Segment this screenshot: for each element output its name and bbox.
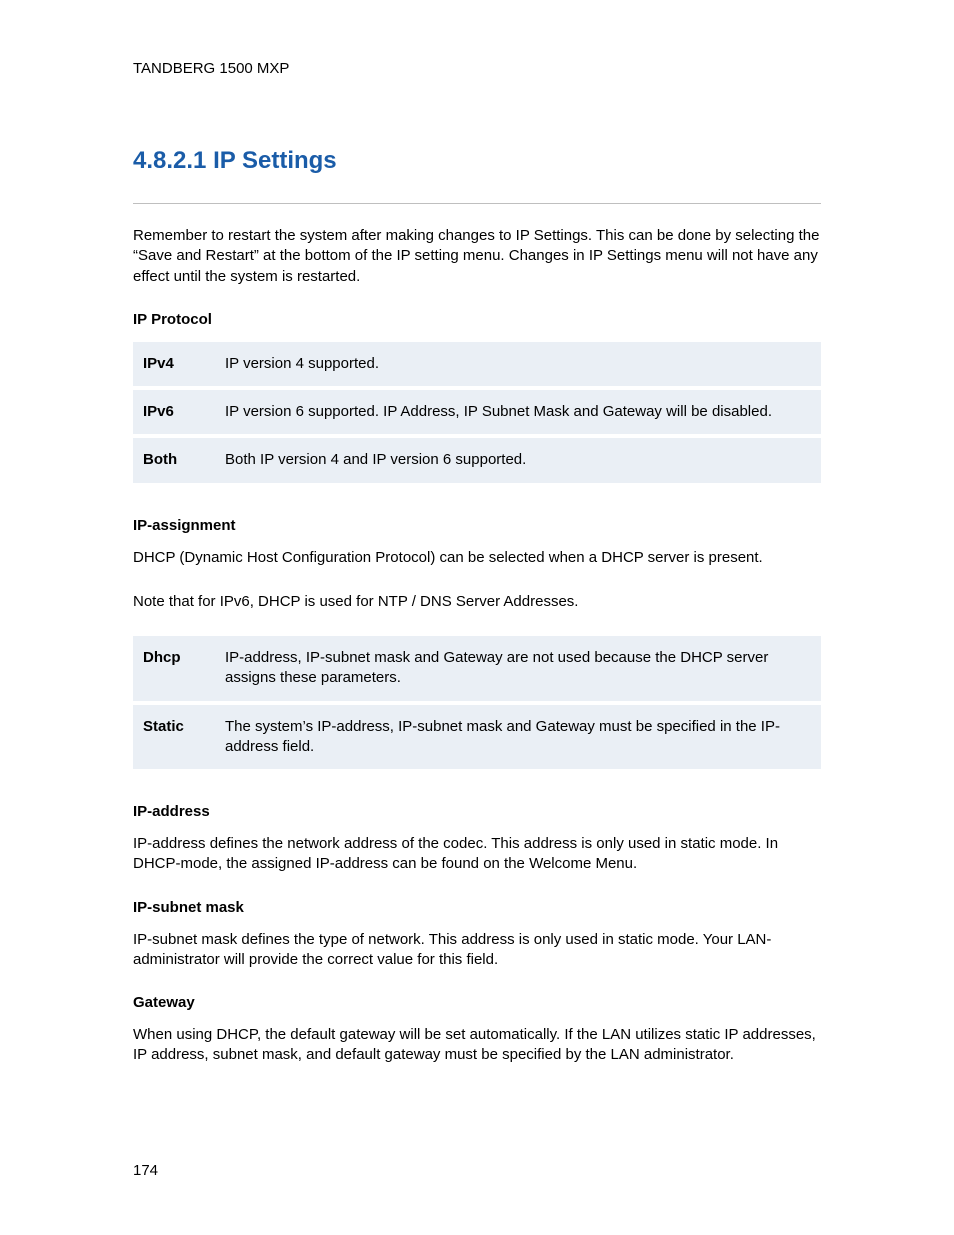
option-desc: IP-address, IP-subnet mask and Gateway a… [215,636,821,701]
option-key: Dhcp [133,636,215,701]
gateway-text: When using DHCP, the default gateway wil… [133,1025,821,1066]
option-key: Both [133,438,215,482]
option-desc: Both IP version 4 and IP version 6 suppo… [215,438,821,482]
page-number: 174 [133,1162,158,1179]
option-key: IPv4 [133,342,215,386]
option-desc: IP version 6 supported. IP Address, IP S… [215,390,821,434]
ip-assignment-para-2: Note that for IPv6, DHCP is used for NTP… [133,592,821,612]
option-desc: IP version 4 supported. [215,342,821,386]
table-row: Dhcp IP-address, IP-subnet mask and Gate… [133,636,821,701]
ip-protocol-table: IPv4 IP version 4 supported. IPv6 IP ver… [133,342,821,483]
ip-subnet-text: IP-subnet mask defines the type of netwo… [133,930,821,971]
gateway-heading: Gateway [133,994,821,1011]
option-key: Static [133,705,215,770]
ip-address-text: IP-address defines the network address o… [133,834,821,875]
intro-paragraph: Remember to restart the system after mak… [133,226,821,287]
horizontal-rule [133,203,821,204]
option-desc: The system’s IP-address, IP-subnet mask … [215,705,821,770]
document-header: TANDBERG 1500 MXP [133,60,821,77]
table-row: Both Both IP version 4 and IP version 6 … [133,438,821,482]
table-row: IPv6 IP version 6 supported. IP Address,… [133,390,821,434]
document-page: TANDBERG 1500 MXP 4.8.2.1 IP Settings Re… [0,0,954,1066]
table-row: Static The system’s IP-address, IP-subne… [133,705,821,770]
option-key: IPv6 [133,390,215,434]
ip-assignment-table: Dhcp IP-address, IP-subnet mask and Gate… [133,636,821,769]
ip-address-heading: IP-address [133,803,821,820]
table-row: IPv4 IP version 4 supported. [133,342,821,386]
ip-subnet-heading: IP-subnet mask [133,899,821,916]
ip-assignment-para-1: DHCP (Dynamic Host Configuration Protoco… [133,548,821,568]
ip-protocol-heading: IP Protocol [133,311,821,328]
ip-assignment-heading: IP-assignment [133,517,821,534]
section-heading: 4.8.2.1 IP Settings [133,147,821,175]
